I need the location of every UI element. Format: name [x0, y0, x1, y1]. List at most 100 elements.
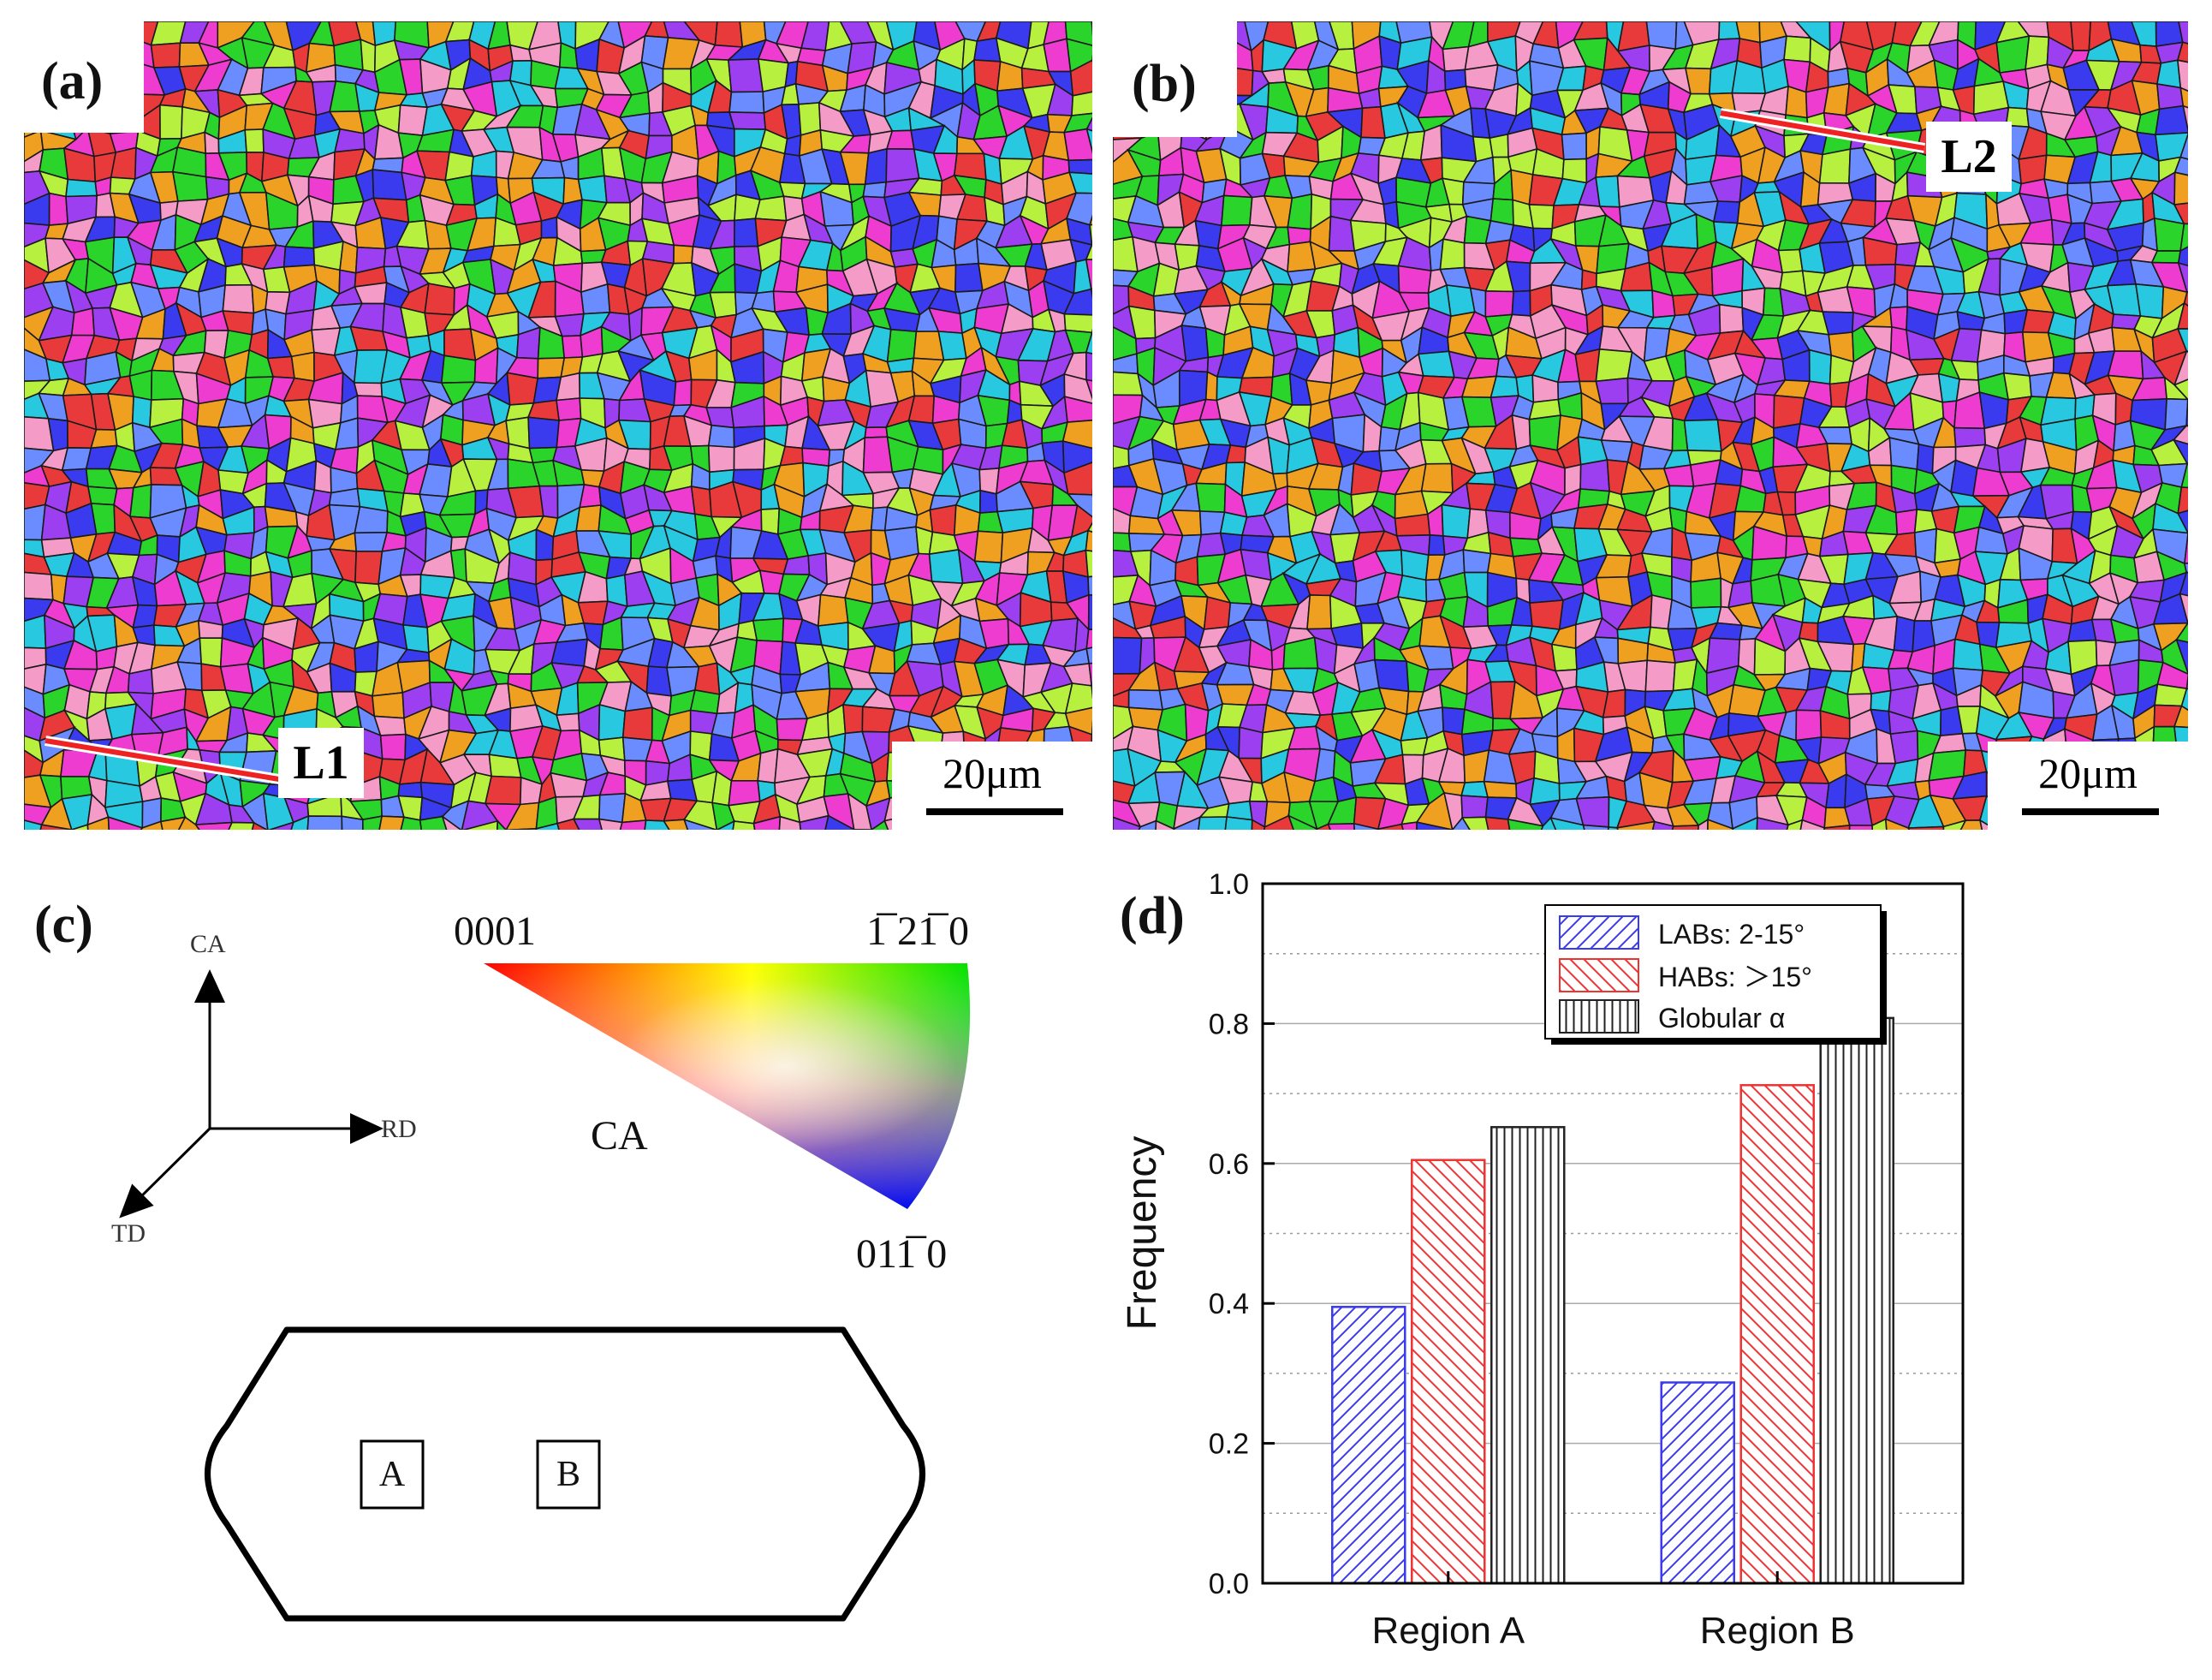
grain	[663, 819, 689, 830]
grain	[159, 816, 187, 830]
grain	[228, 821, 255, 830]
grain	[714, 21, 744, 48]
grain	[140, 820, 164, 830]
grain	[1085, 331, 1092, 354]
grain	[1063, 462, 1092, 496]
panel-label-d: (d)	[1120, 887, 1185, 945]
grain	[1085, 259, 1092, 290]
grain	[378, 815, 405, 830]
grain	[1894, 509, 1918, 536]
grain	[1671, 825, 1700, 830]
frequency-chart: (d) 0.0 0.2 0.4 0.6 0.8 1.0 Region A Region B F…	[1120, 868, 1965, 1652]
grain	[2173, 156, 2188, 176]
grain	[2179, 571, 2188, 597]
grain	[1871, 818, 1888, 830]
grain	[1063, 396, 1092, 423]
grain	[1327, 823, 1356, 830]
grain	[1644, 659, 1676, 693]
grain	[354, 505, 389, 534]
grain	[732, 820, 756, 830]
grain	[461, 819, 499, 830]
grain	[2177, 246, 2188, 267]
grain	[619, 819, 647, 830]
grain	[1221, 194, 1253, 227]
grain	[556, 397, 582, 421]
grain	[1441, 503, 1472, 539]
scale-bar-text-a: 20μm	[942, 749, 1042, 797]
bar-1-1	[1739, 1084, 1815, 1585]
grain	[1090, 288, 1092, 299]
grain	[24, 571, 54, 601]
grain	[1069, 59, 1092, 97]
grain	[1528, 414, 1561, 451]
grain	[2152, 503, 2188, 534]
legend-swatch-labs	[1559, 915, 1639, 950]
grain	[1756, 816, 1789, 830]
grain	[1264, 814, 1294, 830]
grain	[361, 815, 384, 830]
grain	[1823, 824, 1851, 830]
grain	[754, 195, 788, 222]
grain	[2173, 378, 2188, 401]
grain	[1893, 615, 1916, 653]
grain	[282, 246, 316, 268]
bar-0-2	[1490, 1126, 1566, 1585]
grain	[760, 508, 781, 535]
grain	[1785, 85, 1808, 119]
grain	[1462, 549, 1492, 574]
grain	[1306, 594, 1333, 630]
grain	[928, 548, 964, 585]
grain	[673, 378, 693, 407]
ebsd-map-b-grains	[1113, 21, 2188, 830]
grain	[885, 129, 915, 151]
ebsd-map-a-grains	[24, 21, 1092, 830]
x-tick-label: Region B	[1700, 1610, 1855, 1652]
grain	[2185, 398, 2188, 427]
grain	[379, 733, 407, 761]
grain	[65, 178, 98, 198]
grain	[360, 38, 377, 74]
grain	[1420, 462, 1454, 494]
grain	[1483, 780, 1518, 799]
grain	[1397, 265, 1432, 295]
grain	[1063, 128, 1092, 162]
grain	[244, 128, 265, 153]
grain	[1113, 816, 1142, 830]
panel-label-b: (b)	[1113, 21, 1237, 137]
grain	[1287, 814, 1318, 830]
grain	[1091, 684, 1092, 700]
grain	[817, 593, 849, 627]
y-tick-label: 0.2	[1209, 1428, 1249, 1461]
grain	[527, 416, 560, 450]
grain	[488, 754, 522, 778]
grain	[1155, 819, 1175, 830]
grain	[1085, 529, 1092, 552]
grain	[2150, 250, 2182, 264]
grain	[1064, 682, 1092, 715]
grain	[2156, 83, 2185, 110]
ipf-triangle-highlight	[484, 963, 971, 1209]
grain	[107, 816, 144, 830]
grain	[1582, 824, 1610, 830]
grain	[1645, 21, 1678, 51]
grain	[1884, 818, 1911, 830]
grain	[1113, 444, 1130, 470]
grain	[847, 792, 872, 830]
bar-1-2	[1819, 1016, 1894, 1585]
scale-bar-b	[2022, 808, 2159, 815]
grain	[290, 814, 310, 830]
grain	[1085, 646, 1092, 664]
grain	[199, 637, 223, 668]
grain	[2164, 397, 2188, 431]
grain	[1579, 459, 1610, 492]
grain	[290, 351, 315, 383]
grain	[2179, 132, 2188, 160]
grain	[504, 827, 538, 830]
grain	[579, 483, 602, 509]
grain	[2183, 291, 2188, 307]
y-axis-label: Frequency	[1120, 1136, 1165, 1331]
grain	[1373, 658, 1410, 693]
line-label-l1: L1	[278, 728, 364, 798]
axis-td	[119, 1127, 211, 1218]
